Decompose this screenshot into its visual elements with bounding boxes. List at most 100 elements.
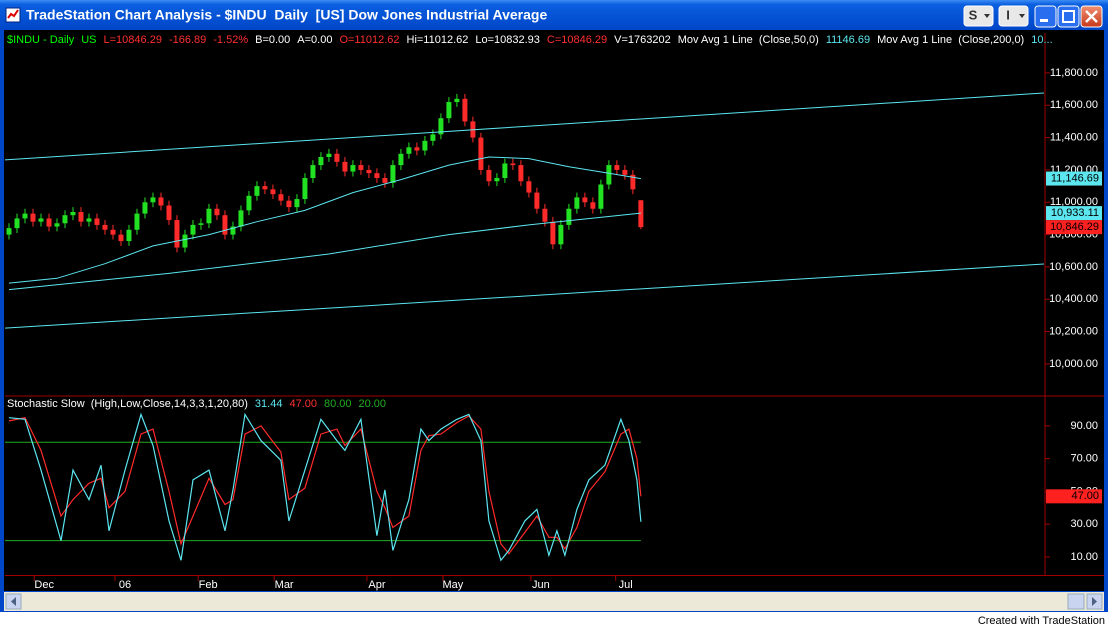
candle-body bbox=[62, 215, 68, 224]
candle-body bbox=[622, 169, 628, 175]
toolbar-button[interactable]: I bbox=[998, 5, 1029, 27]
candle-body bbox=[246, 195, 252, 211]
candle-body bbox=[478, 137, 484, 170]
candle-body bbox=[254, 186, 260, 196]
candle-body bbox=[238, 210, 244, 227]
y-tick-label: 10,000.00 bbox=[1049, 358, 1098, 370]
candle-body bbox=[606, 165, 612, 185]
legend-entry: -1.52% bbox=[213, 34, 248, 46]
candle-body bbox=[14, 218, 20, 229]
last-value-label: 10,933.11 bbox=[1051, 207, 1099, 219]
y-tick-label: 11,600.00 bbox=[1050, 99, 1098, 111]
candle-body bbox=[262, 186, 268, 190]
button-frame[interactable] bbox=[1057, 5, 1080, 28]
x-tick-label: Mar bbox=[275, 579, 294, 591]
toolbar-button[interactable]: S bbox=[963, 5, 994, 27]
y-tick-label: 90.00 bbox=[1070, 420, 1098, 432]
candle-body bbox=[118, 234, 124, 242]
candle-body bbox=[78, 211, 84, 222]
button-glyph[interactable] bbox=[1062, 10, 1075, 23]
overlay-line bbox=[4, 263, 1045, 329]
chart-area bbox=[4, 30, 1104, 591]
y-tick-label: 70.00 bbox=[1070, 453, 1098, 465]
candle-body bbox=[206, 208, 212, 224]
candle-body bbox=[430, 134, 436, 141]
candle-body bbox=[302, 178, 308, 200]
legend: Stochastic Slow (High,Low,Close,14,3,3,1… bbox=[7, 398, 386, 410]
candle-body bbox=[174, 220, 180, 248]
close-button[interactable] bbox=[1080, 5, 1103, 28]
candle-body bbox=[342, 161, 348, 172]
candle-body bbox=[598, 184, 604, 209]
button-frame[interactable] bbox=[1034, 5, 1057, 28]
legend-entry: 80.00 bbox=[324, 398, 352, 410]
scrollbar[interactable] bbox=[4, 592, 1104, 611]
candle-body bbox=[94, 218, 100, 225]
candle-body bbox=[142, 202, 148, 214]
scroll-thumb[interactable] bbox=[1067, 593, 1085, 610]
overlay-line bbox=[8, 156, 641, 284]
legend-entry: 10... bbox=[1031, 34, 1052, 46]
candle-body bbox=[582, 197, 588, 203]
candle-body bbox=[190, 224, 196, 235]
candle-body bbox=[358, 165, 364, 170]
y-tick-label: 10,200.00 bbox=[1049, 326, 1098, 338]
candle-body bbox=[270, 189, 276, 195]
candle-body bbox=[70, 211, 76, 216]
candle-body bbox=[398, 153, 404, 166]
last-value-label: 10,846.29 bbox=[1050, 221, 1099, 233]
button-glyph[interactable] bbox=[1085, 10, 1098, 23]
candle-body bbox=[558, 224, 564, 245]
candle-body bbox=[542, 208, 548, 222]
x-tick-label: Feb bbox=[199, 579, 218, 591]
overlay-line bbox=[4, 92, 1045, 161]
candle-body bbox=[286, 200, 292, 208]
y-tick-label: 30.00 bbox=[1070, 518, 1098, 530]
candle-body bbox=[110, 229, 116, 235]
x-tick-label: 06 bbox=[119, 579, 131, 591]
minimize-button[interactable] bbox=[1034, 5, 1057, 28]
legend-entry: V=1763202 bbox=[614, 34, 671, 46]
button-label[interactable]: S bbox=[969, 7, 978, 22]
maximize-button[interactable] bbox=[1057, 5, 1080, 28]
candle-body bbox=[86, 218, 92, 222]
button-frame[interactable] bbox=[998, 5, 1029, 27]
candle-body bbox=[446, 102, 452, 119]
status-bar bbox=[0, 612, 1108, 629]
candle-body bbox=[574, 197, 580, 209]
x-tick-label: Jul bbox=[619, 579, 633, 591]
x-tick-label: Jun bbox=[532, 579, 550, 591]
button-label[interactable]: I bbox=[1006, 7, 1010, 22]
dropdown-arrow[interactable] bbox=[984, 14, 990, 18]
candle-body bbox=[638, 200, 644, 228]
legend-entry: O=11012.62 bbox=[339, 34, 399, 46]
overlay-line bbox=[8, 212, 641, 291]
candle-body bbox=[462, 98, 468, 122]
button-glyph[interactable] bbox=[1040, 19, 1048, 22]
candle-body bbox=[534, 192, 540, 209]
legend-entry: 20.00 bbox=[359, 398, 387, 410]
arrow-glyph bbox=[11, 597, 16, 606]
legend-entry: Mov Avg 1 Line (Close,200,0) bbox=[877, 34, 1024, 46]
button-frame[interactable] bbox=[963, 5, 994, 27]
candle-body bbox=[182, 234, 188, 248]
dropdown-arrow[interactable] bbox=[1019, 14, 1025, 18]
legend-entry: Mov Avg 1 Line (Close,50,0) bbox=[678, 34, 819, 46]
candle-body bbox=[134, 213, 140, 230]
legend-entry: $INDU - Daily bbox=[7, 34, 75, 46]
x-tick-label: May bbox=[443, 579, 464, 591]
last-value-box bbox=[1046, 220, 1102, 235]
candle-body bbox=[366, 169, 372, 174]
footer-text: Created with TradeStation bbox=[978, 615, 1105, 627]
candle-body bbox=[566, 208, 572, 225]
candle-body bbox=[550, 221, 556, 245]
candle-body bbox=[294, 199, 300, 208]
arrow-glyph bbox=[1092, 597, 1097, 606]
legend: $INDU - Daily US L=10846.29 -166.89 -1.52% B=… bbox=[7, 34, 1053, 46]
candle-body bbox=[38, 218, 44, 222]
legend-entry: 31.44 bbox=[255, 398, 283, 410]
legend-entry: -166.89 bbox=[169, 34, 206, 46]
candle-body bbox=[630, 174, 636, 190]
x-tick-label: Dec bbox=[34, 579, 54, 591]
